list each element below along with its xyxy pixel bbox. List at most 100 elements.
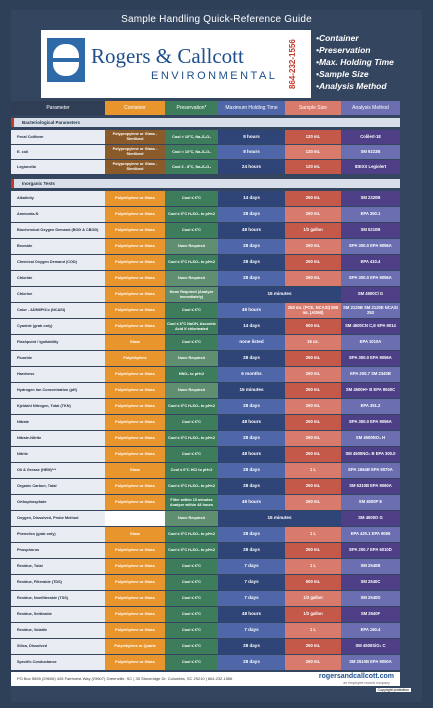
cell-parameter: Residue, Nonfilterable (TSS) <box>11 591 105 606</box>
cell-method: EPA 200.7 SM 2340B <box>341 367 400 382</box>
table-row: Alkalinity Polyethylene or Glass Cool ≤ 6°… <box>11 191 400 206</box>
footer-address: PO Box 5655 (29606) 426 Fairforest Way (… <box>17 676 233 681</box>
cell-parameter: Nitrate-Nitrite <box>11 431 105 446</box>
cell-holding: 8 hours <box>218 130 285 144</box>
table-row: Chemical Oxygen Demand (COD) Polyethylene… <box>11 255 400 270</box>
cell-preservation: Cool ≤ 6°C <box>165 303 218 318</box>
cell-container: Polyethylene or Glass <box>105 191 165 206</box>
section-inorganic: Inorganic Tests <box>11 179 400 188</box>
cell-method: EPA 351.2 <box>341 399 400 414</box>
table-row: Chloride Polyethylene or Glass None Requir… <box>11 271 400 286</box>
cell-container: Glass <box>105 335 165 350</box>
cell-parameter: Legionella <box>11 160 105 174</box>
cell-size: 1 L <box>285 463 341 478</box>
cell-size: 120 mL <box>285 145 341 159</box>
bullet-item: •Analysis Method <box>316 81 387 91</box>
cell-preservation: None Required <box>165 383 218 398</box>
cell-preservation: HNO₃ to pH<2 <box>165 367 218 382</box>
cell-preservation: None Required <box>165 271 218 286</box>
cell-parameter: Oil & Grease (HEM)*** <box>11 463 105 478</box>
cell-container: Polyethylene or Glass <box>105 367 165 382</box>
table-row: E. coli Polypropylene or Glass - Steriliz… <box>11 145 400 159</box>
cell-parameter: Fluoride <box>11 351 105 366</box>
cell-size: 250 mL <box>285 383 341 398</box>
cell-preservation: Cool ≤ 6°C <box>165 639 218 654</box>
cell-method: EPA 420.1 EPA 9065 <box>341 527 400 542</box>
footer-website-link[interactable]: rogersandcallcott.com <box>318 673 394 680</box>
cell-preservation: None Required (Analyze immediately) <box>165 287 218 302</box>
header-parameter: Parameter <box>11 101 105 115</box>
cell-preservation: Cool ≤ 6°C H₂SO₄ to pH<2 <box>165 207 218 222</box>
cell-container: Polypropylene or Glass - Sterilized <box>105 160 165 174</box>
table-row: Residue, Total Polyethylene or Glass Cool … <box>11 559 400 574</box>
cell-holding: 28 days <box>218 543 285 558</box>
cell-method: SM 9223B <box>341 145 400 159</box>
cell-method: EPA 300.0 EPA 9056A <box>341 239 400 254</box>
cell-parameter: Hydrogen Ion Concentration (pH) <box>11 383 105 398</box>
rogers-callcott-logo-icon <box>47 38 85 82</box>
table-row: Fluoride Polyethylene None Required 28 days… <box>11 351 400 366</box>
cell-container: Polyethylene or Glass <box>105 607 165 622</box>
cell-container: Polyethylene or Glass <box>105 559 165 574</box>
cell-holding: 7 days <box>218 575 285 590</box>
cell-parameter: Residue, Total <box>11 559 105 574</box>
cell-holding: 6 months <box>218 367 285 382</box>
cell-preservation: None Required <box>165 351 218 366</box>
cell-size: 250 mL <box>285 351 341 366</box>
table-row: Orthophosphate Polyethylene or Glass Filte… <box>11 495 400 510</box>
cell-holding: 28 days <box>218 655 285 670</box>
cell-holding: 7 days <box>218 591 285 606</box>
cell-method: SM 4500P E <box>341 495 400 510</box>
cell-container: Polyethylene or Glass <box>105 431 165 446</box>
cell-method: SM 5310B EPA 9060A <box>341 479 400 494</box>
bullet-item: •Container <box>316 33 359 43</box>
cell-method: SM 4500NO₂ B EPA 300.0 <box>341 447 400 462</box>
footer-tagline: an employee-owned company <box>343 681 390 685</box>
logo-subtitle: ENVIRONMENTAL <box>151 70 278 82</box>
cell-holding: 14 days <box>218 191 285 206</box>
cell-method: SM 2540D <box>341 591 400 606</box>
cell-holding: 28 days <box>218 431 285 446</box>
cell-size: 250 mL <box>285 495 341 510</box>
cell-holding: 15 minutes <box>218 383 285 398</box>
table-row: Specific Conductance Polyethylene or Glas… <box>11 655 400 670</box>
cell-method: EPA 300.0 EPA 9056A <box>341 415 400 430</box>
cell-size: 250 mL <box>285 367 341 382</box>
header-holding-time: Maximum Holding Time <box>218 101 285 115</box>
cell-holding: none listed <box>218 335 285 350</box>
cell-parameter: Nitrite <box>11 447 105 462</box>
cell-parameter: Color - ADMI/PtCo (NCASI) <box>11 303 105 318</box>
cell-method: EPA 350.1 <box>341 207 400 222</box>
cell-holding: 24 hours <box>218 160 285 174</box>
cell-holding: 48 hours <box>218 415 285 430</box>
table-row: Ammonia-N Polyethylene or Glass Cool ≤ 6°C… <box>11 207 400 222</box>
cell-preservation: Cool < 10°C, Na₂S₂O₃ <box>165 130 218 144</box>
cell-preservation: Cool ≤ 6°C <box>165 591 218 606</box>
table-row: Oil & Grease (HEM)*** Glass Cool ≤ 6°C HCl… <box>11 463 400 478</box>
bullet-list: •Container •Preservation •Max. Holding T… <box>316 32 394 92</box>
cell-container: Glass <box>105 463 165 478</box>
table-row: Chlorine Polyethylene or Glass None Requir… <box>11 287 400 302</box>
cell-container: Polyethylene or Glass <box>105 575 165 590</box>
cell-parameter: Specific Conductance <box>11 655 105 670</box>
cell-container: Polyethylene or Glass <box>105 399 165 414</box>
cell-method: IDEXX Legiolert <box>341 160 400 174</box>
cell-holding: 28 days <box>218 271 285 286</box>
cell-container: Polyethylene or Glass <box>105 495 165 510</box>
cell-method: SM 2540B <box>341 559 400 574</box>
cell-size: 1 L <box>285 559 341 574</box>
cell-container: Polyethylene <box>105 351 165 366</box>
bullet-item: •Sample Size <box>316 69 369 79</box>
cell-size: 120 mL <box>285 160 341 174</box>
cell-method: SM 2320B <box>341 191 400 206</box>
cell-parameter: Fecal Coliform <box>11 130 105 144</box>
cell-preservation: Cool ≤ 6°C <box>165 607 218 622</box>
cell-container: Polyethylene or Glass <box>105 655 165 670</box>
cell-preservation: Cool ≤ 6°C H₂SO₄ to pH<2 <box>165 527 218 542</box>
cell-holding: 7 days <box>218 559 285 574</box>
cell-method: EPA 160.4 <box>341 623 400 638</box>
cell-container: Polyethylene or Quartz <box>105 639 165 654</box>
bullet-item: •Max. Holding Time <box>316 57 394 67</box>
table-row: Nitrite Polyethylene or Glass Cool ≤ 6°C 48… <box>11 447 400 462</box>
page-title: Sample Handling Quick-Reference Guide <box>121 14 312 25</box>
